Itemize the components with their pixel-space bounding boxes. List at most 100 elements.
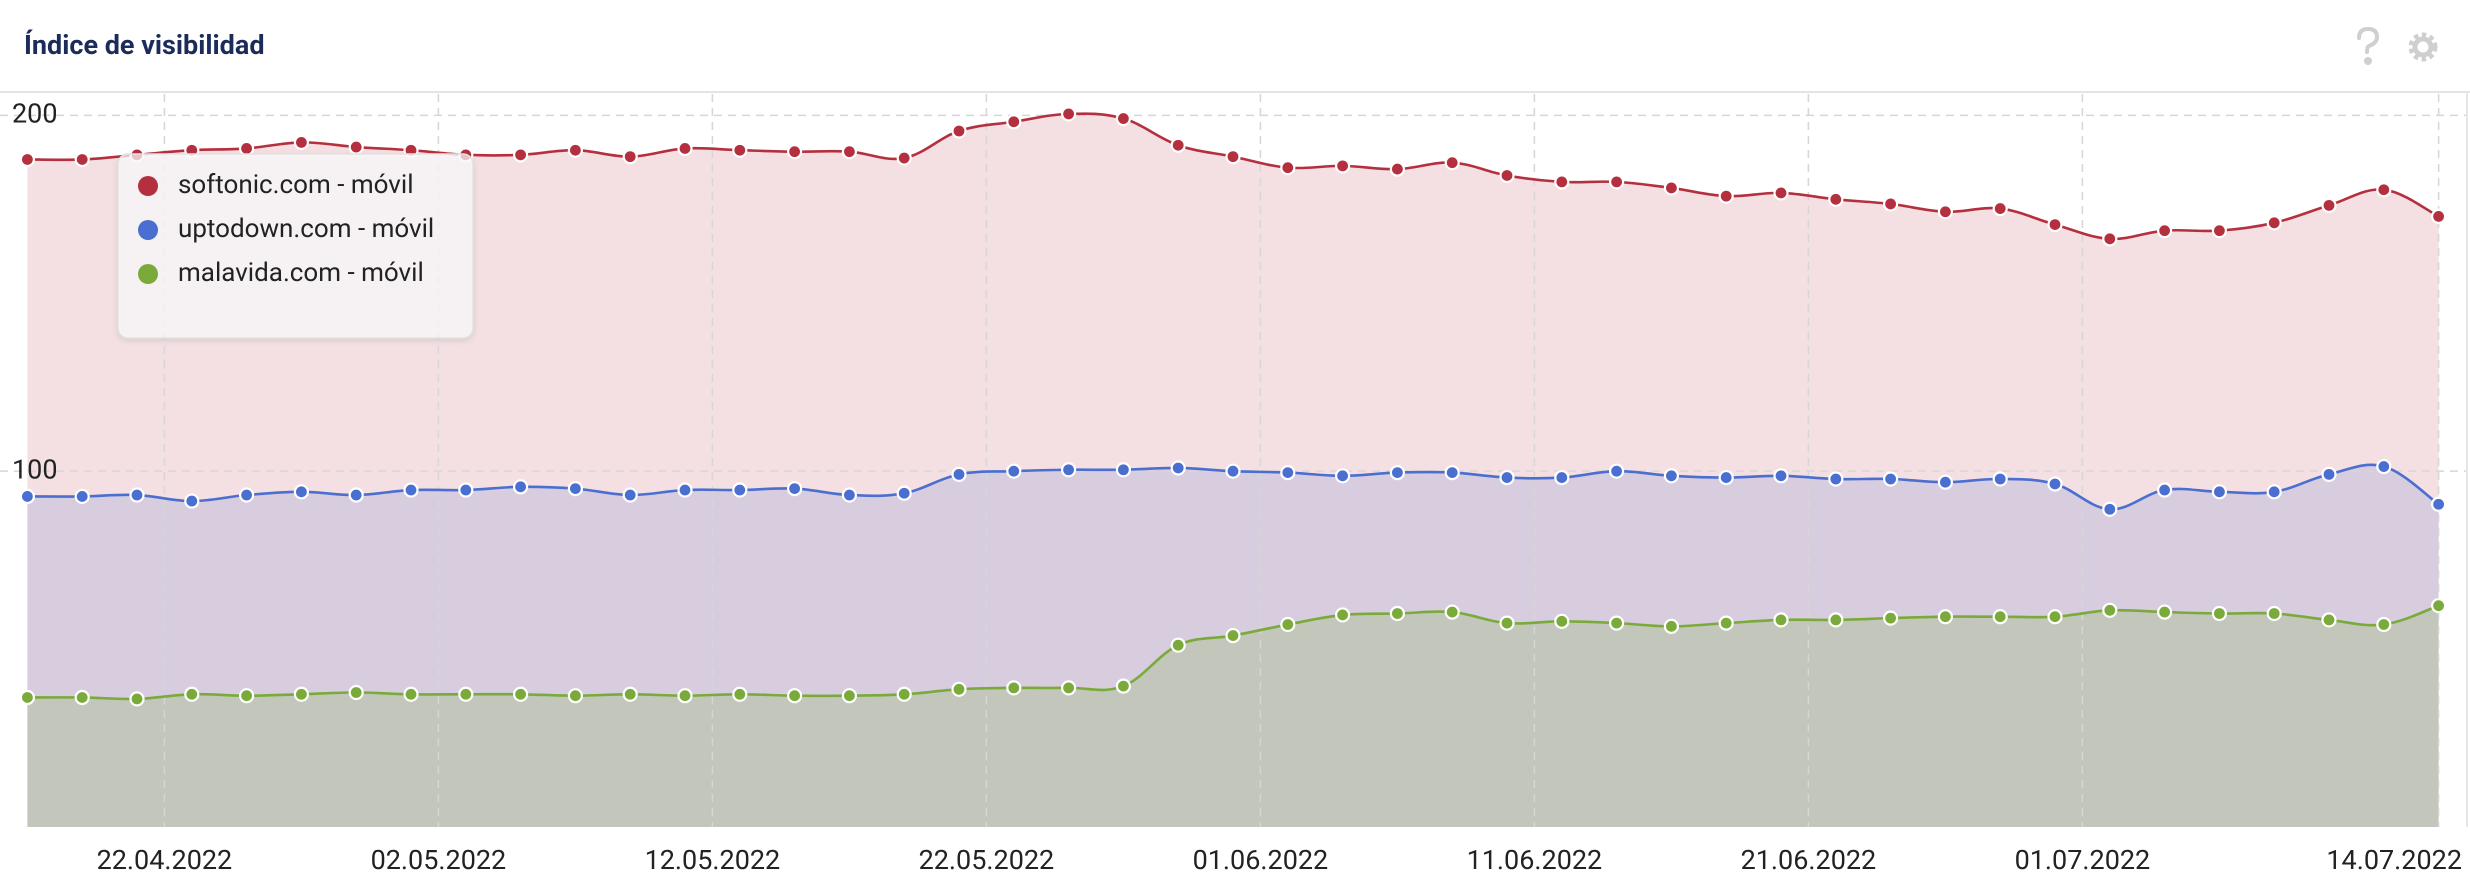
data-point [1937,609,1954,625]
data-point [1992,609,2008,625]
x-tick-label: 01.07.2022 [2015,844,2151,876]
data-point [2431,496,2447,512]
data-point [732,142,748,158]
data-point [841,144,858,160]
series-area [27,464,2439,827]
data-point [239,487,255,503]
data-point [2431,208,2447,225]
data-point [677,140,693,157]
data-point [896,686,912,702]
data-point [567,142,584,158]
data-point [2157,604,2173,620]
data-point [239,140,255,157]
data-point [1115,110,1132,127]
data-point [1499,615,1515,631]
data-point [1499,469,1515,486]
data-point [512,147,529,163]
data-point [951,123,967,139]
data-point [1060,680,1077,696]
data-point [1608,615,1625,631]
data-point [1444,604,1460,620]
data-point [1280,160,1296,176]
data-point [1170,460,1186,476]
help-icon[interactable] [2357,26,2380,65]
data-point [1334,158,1351,174]
data-point [1006,463,1022,479]
data-point [2102,231,2118,247]
x-tick-label: 22.04.2022 [97,844,233,876]
data-point [622,686,638,702]
data-point [2321,612,2337,628]
data-point [1225,627,1241,644]
data-point [2211,223,2227,239]
data-point [1170,637,1186,653]
legend-marker [138,220,158,240]
data-point [1060,462,1077,478]
data-point [74,689,90,706]
data-point [1663,468,1680,484]
legend-label: uptodown.com - móvil [178,214,434,244]
data-point [293,134,309,150]
data-point [403,482,419,498]
data-point [512,479,529,495]
data-point [239,688,255,704]
data-point [1828,471,1844,487]
data-point [1389,605,1406,622]
data-point [1773,468,1789,484]
data-point [1499,167,1515,184]
data-point [622,487,638,503]
data-point [1006,680,1022,696]
data-point [1882,471,1899,487]
legend-marker [138,264,158,284]
data-point [896,485,912,501]
x-tick-label: 11.06.2022 [1467,844,1603,876]
data-point [1992,200,2008,217]
data-point [1115,678,1132,694]
data-point [567,481,584,497]
data-point [2321,197,2337,213]
data-point [1773,185,1789,201]
x-tick-label: 02.05.2022 [371,844,507,876]
legend-label: malavida.com - móvil [178,258,424,288]
settings-icon[interactable] [2408,32,2438,62]
data-point [1389,464,1406,481]
data-point [786,144,803,160]
data-point [951,681,967,697]
data-point [293,686,309,702]
data-point [1060,106,1077,122]
data-point [1225,463,1241,479]
data-point [1554,613,1570,629]
data-point [1828,612,1844,628]
data-point [129,487,145,503]
data-point [786,688,803,704]
data-point [1389,161,1406,177]
data-point [1554,469,1570,486]
data-point [1444,155,1460,171]
data-point [1115,462,1132,478]
data-point [1937,474,1954,490]
data-point [1225,149,1241,165]
legend-box [117,153,474,339]
data-point [19,151,35,168]
data-point [677,688,693,704]
data-point [1608,174,1625,190]
data-point [2376,616,2392,633]
data-point [2211,605,2227,622]
data-point [184,686,200,702]
gear-teeth [2408,32,2438,62]
legend-marker [138,176,158,196]
data-point [1663,180,1680,196]
x-tick-label: 21.06.2022 [1741,844,1877,876]
data-point [458,686,474,702]
data-point [1828,191,1844,207]
data-point [348,684,364,701]
data-point [1334,607,1351,623]
data-point [1882,196,1899,212]
data-point [2211,484,2227,500]
data-point [841,688,858,704]
data-point [1992,471,2008,487]
x-tick-label: 22.05.2022 [919,844,1055,876]
data-point [1718,188,1734,204]
x-tick-label: 01.06.2022 [1193,844,1329,876]
